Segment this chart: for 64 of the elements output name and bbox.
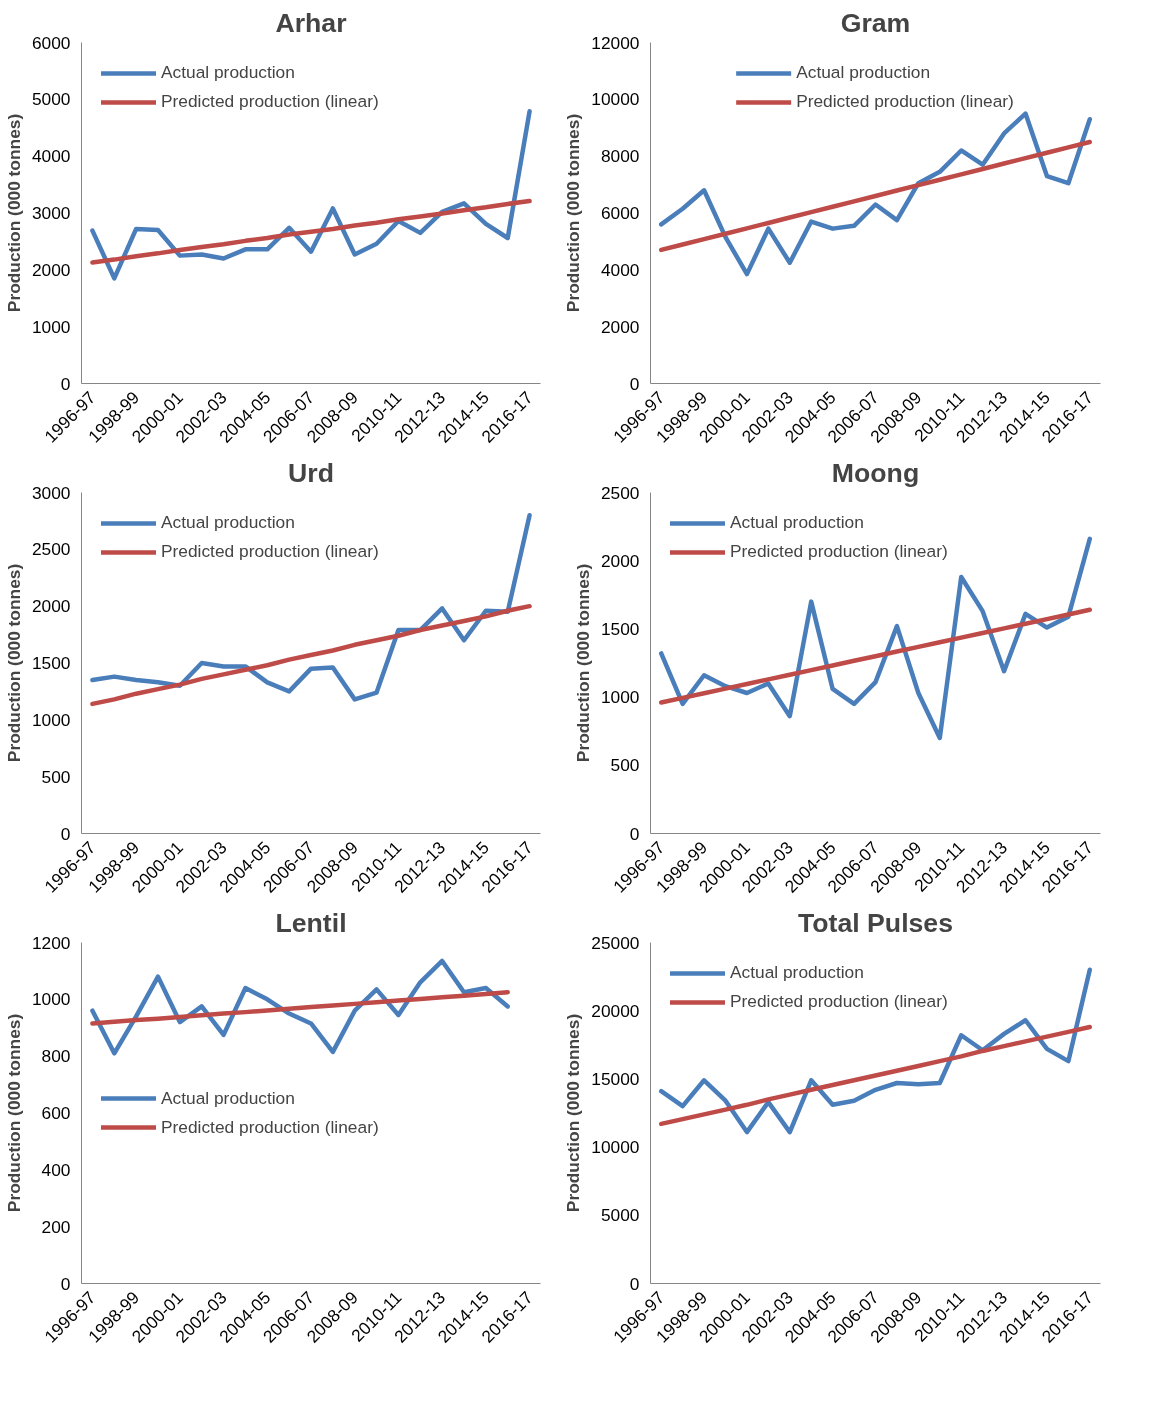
y-tick-label: 5000 [31,89,71,110]
y-tick-label: 10000 [591,89,640,110]
y-tick-label: 2000 [600,316,640,337]
y-tick-label: 800 [41,1046,71,1067]
legend-label: Predicted production (linear) [161,91,379,112]
y-tick-label: 5000 [600,1205,640,1226]
y-axis-title: Production (000 tonnes) [3,113,24,313]
y-tick-label: 600 [41,1103,71,1123]
y-tick-label: 1500 [31,653,71,673]
y-tick-label: 1000 [31,709,71,730]
y-tick-label: 6000 [600,203,640,223]
y-tick-label: 500 [610,755,640,776]
y-tick-label: 0 [60,373,71,394]
y-tick-label: 3000 [31,482,71,503]
chart-title: Moong [831,457,920,488]
y-tick-label: 6000 [31,32,71,53]
legend-label: Predicted production (linear) [161,541,379,562]
legend-label: Actual production [730,512,864,533]
y-tick-label: 1200 [31,932,71,953]
legend-label: Predicted production (linear) [796,91,1014,112]
y-tick-label: 200 [41,1216,71,1237]
y-tick-label: 25000 [591,932,640,953]
y-tick-label: 0 [629,823,640,844]
y-tick-label: 400 [41,1159,71,1180]
y-axis-title: Production (000 tonnes) [572,563,593,763]
chart-title: Gram [840,7,911,38]
y-axis-title: Production (000 tonnes) [3,563,24,763]
y-tick-label: 20000 [591,1000,640,1021]
y-tick-label: 500 [41,766,71,787]
y-axis-title: Production (000 tonnes) [3,1013,24,1213]
y-tick-label: 1000 [600,687,640,708]
y-tick-label: 1000 [31,316,71,337]
y-tick-label: 1000 [31,989,71,1010]
legend-label: Actual production [161,1087,295,1109]
chart-title: Lentil [275,907,347,938]
y-tick-label: 2500 [600,482,640,503]
chart-title: Urd [288,457,334,488]
chart-title: Arhar [275,7,347,38]
chart-title: Total Pulses [797,907,954,938]
legend-label: Predicted production (linear) [730,991,948,1012]
y-tick-label: 12000 [591,32,640,53]
y-tick-label: 0 [629,1273,640,1294]
y-tick-label: 8000 [600,146,640,167]
y-tick-label: 0 [60,1273,71,1294]
legend-label: Actual production [161,512,295,533]
legend-label: Actual production [730,962,864,983]
y-tick-label: 15000 [591,1068,640,1089]
y-tick-label: 10000 [591,1137,640,1158]
y-tick-label: 2000 [600,550,640,571]
legend-label: Predicted production (linear) [730,541,948,562]
y-tick-label: 3000 [31,203,71,223]
y-tick-label: 4000 [31,146,71,167]
y-tick-label: 0 [629,373,640,394]
y-tick-label: 1500 [600,618,640,639]
legend-label: Predicted production (linear) [161,1116,379,1138]
legend-label: Actual production [161,62,295,83]
y-axis-title: Production (000 tonnes) [563,1013,584,1213]
y-axis-title: Production (000 tonnes) [563,113,584,313]
legend-label: Actual production [796,62,931,83]
y-tick-label: 4000 [600,259,640,280]
y-tick-label: 2500 [31,539,71,560]
y-tick-label: 2000 [31,259,71,280]
y-tick-label: 2000 [31,596,71,617]
y-tick-label: 0 [60,823,71,844]
